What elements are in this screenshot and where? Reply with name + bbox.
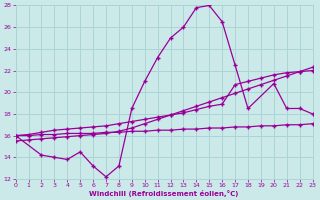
X-axis label: Windchill (Refroidissement éolien,°C): Windchill (Refroidissement éolien,°C) <box>89 190 239 197</box>
